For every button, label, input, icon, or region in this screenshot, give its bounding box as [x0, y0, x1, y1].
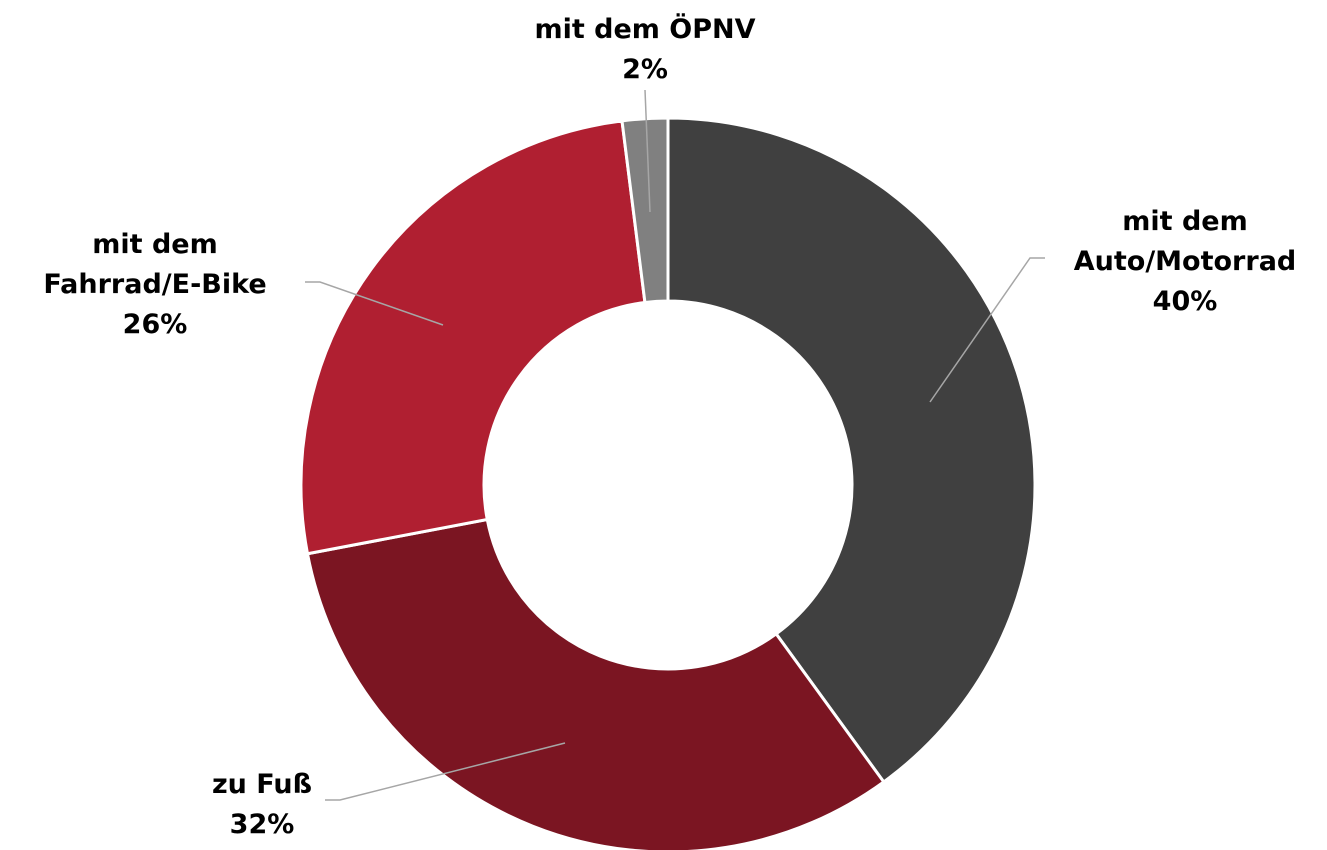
leader-line — [325, 742, 566, 801]
value-label: 2% — [622, 54, 668, 85]
category-label: mit dem Auto/Motorrad — [1073, 206, 1297, 277]
leader-line — [929, 257, 1045, 403]
value-label: 32% — [229, 809, 295, 840]
donut-segment — [299, 119, 647, 556]
category-label: mit dem ÖPNV — [534, 14, 756, 45]
value-label: 26% — [122, 309, 188, 340]
donut-segment — [666, 116, 1037, 785]
donut-segment — [305, 517, 886, 850]
donut-segment — [620, 116, 670, 305]
data-label: zu Fuß 32% — [162, 765, 362, 845]
category-label: zu Fuß — [211, 769, 313, 800]
data-label: mit dem Fahrrad/E-Bike 26% — [9, 225, 301, 345]
leader-line — [644, 89, 651, 213]
category-label: mit dem Fahrrad/E-Bike — [43, 229, 267, 300]
data-label: mit dem Auto/Motorrad 40% — [1045, 202, 1325, 322]
data-label: mit dem ÖPNV 2% — [485, 10, 805, 90]
value-label: 40% — [1152, 286, 1218, 317]
leader-line — [305, 281, 444, 326]
